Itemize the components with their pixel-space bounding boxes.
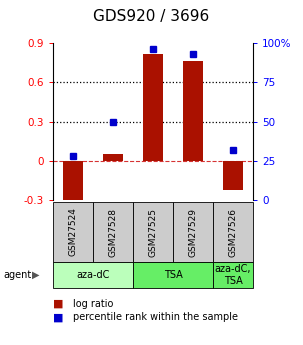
Text: log ratio: log ratio (73, 299, 113, 308)
Bar (213, 202, 253, 262)
Bar (213, 262, 253, 288)
Text: aza-dC,
TSA: aza-dC, TSA (215, 264, 251, 286)
Text: GSM27524: GSM27524 (68, 208, 78, 256)
Bar (53, 262, 133, 288)
Text: GSM27526: GSM27526 (228, 207, 238, 257)
Text: ■: ■ (53, 299, 64, 308)
Text: GSM27525: GSM27525 (148, 207, 158, 257)
Text: aza-dC: aza-dC (76, 270, 110, 280)
Bar (143, 53, 163, 161)
Bar (93, 202, 133, 262)
Bar (173, 202, 213, 262)
Bar (133, 262, 213, 288)
Text: percentile rank within the sample: percentile rank within the sample (73, 313, 238, 322)
Text: agent: agent (3, 270, 31, 280)
Text: GDS920 / 3696: GDS920 / 3696 (93, 9, 210, 24)
Text: GSM27528: GSM27528 (108, 207, 118, 257)
Text: ▶: ▶ (32, 270, 39, 280)
Text: GSM27529: GSM27529 (188, 207, 198, 257)
Bar (133, 202, 173, 262)
Bar (53, 202, 93, 262)
Bar (183, 61, 203, 161)
Bar (223, 161, 243, 190)
Bar (63, 161, 83, 203)
Text: TSA: TSA (164, 270, 182, 280)
Text: ■: ■ (53, 313, 64, 322)
Bar (103, 154, 123, 161)
